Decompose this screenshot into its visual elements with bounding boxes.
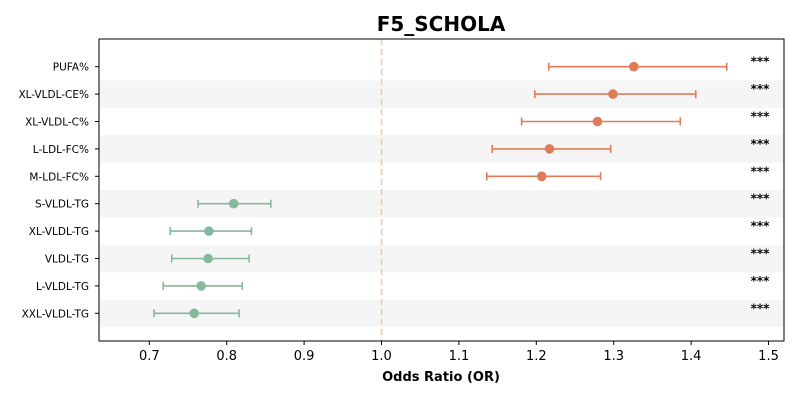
- x-tick-label: 0.7: [139, 349, 160, 364]
- y-tick-label: XL-VLDL-TG: [29, 226, 89, 238]
- x-axis-ticks: 0.7 0.8 0.9 1.0 1.1 1.2 1.3 1.4 1.5: [139, 341, 779, 364]
- y-tick-label: VLDL-TG: [45, 254, 89, 266]
- x-tick-label: 0.8: [216, 349, 237, 364]
- significance-labels: *** *** *** *** *** *** *** *** *** ***: [751, 55, 771, 316]
- or-point: [592, 116, 603, 127]
- x-tick-label: 1.0: [371, 349, 392, 364]
- y-tick-label: XXL-VLDL-TG: [22, 308, 89, 320]
- x-tick-label: 1.4: [681, 349, 702, 364]
- or-point: [544, 144, 555, 154]
- x-tick-label: 1.1: [449, 349, 470, 364]
- x-tick-label: 1.5: [758, 349, 779, 364]
- odds-ratio-points: [189, 61, 639, 319]
- row-band: [99, 135, 784, 163]
- significance-label: ***: [751, 137, 771, 151]
- significance-label: ***: [751, 82, 771, 96]
- or-point: [189, 308, 200, 319]
- significance-label: ***: [751, 274, 771, 288]
- significance-label: ***: [751, 164, 771, 178]
- y-tick-label: M-LDL-FC%: [29, 171, 89, 183]
- x-tick-label: 0.9: [294, 349, 315, 364]
- significance-label: ***: [751, 247, 771, 261]
- or-point: [228, 198, 239, 209]
- y-tick-label: XL-VLDL-C%: [25, 117, 89, 129]
- or-point: [203, 253, 213, 264]
- or-point: [608, 89, 618, 99]
- x-axis-label: Odds Ratio (OR): [382, 370, 500, 385]
- or-point: [204, 226, 214, 236]
- or-point: [196, 281, 206, 291]
- y-axis-labels: PUFA% XL-VLDL-CE% XL-VLDL-C% L-LDL-FC% M-LDL…: [18, 62, 99, 320]
- significance-label: ***: [751, 192, 771, 206]
- chart-title: F5_SCHOLA: [377, 12, 506, 36]
- y-tick-label: PUFA%: [53, 62, 89, 74]
- significance-label: ***: [751, 110, 771, 124]
- significance-label: ***: [751, 55, 771, 69]
- y-tick-label: L-VLDL-TG: [36, 281, 89, 293]
- or-point: [536, 171, 547, 182]
- x-tick-label: 1.3: [603, 349, 624, 364]
- y-tick-label: XL-VLDL-CE%: [18, 89, 89, 101]
- significance-label: ***: [751, 219, 771, 233]
- significance-label: ***: [751, 301, 771, 315]
- x-tick-label: 1.2: [526, 349, 547, 364]
- y-tick-label: L-LDL-FC%: [33, 144, 89, 156]
- or-point: [629, 61, 639, 72]
- plot-frame: [98, 38, 785, 342]
- y-tick-label: S-VLDL-TG: [35, 199, 89, 211]
